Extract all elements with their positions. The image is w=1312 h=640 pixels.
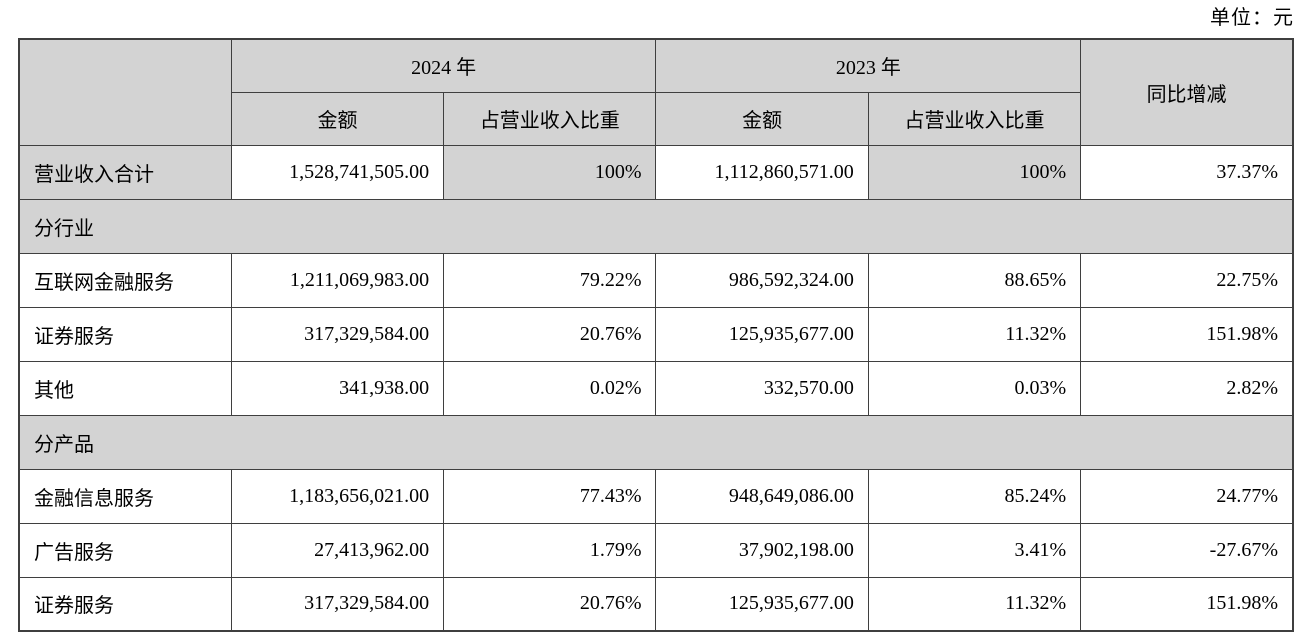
row-label: 营业收入合计 (18, 144, 232, 200)
ratio-2024-cell: 20.76% (443, 576, 657, 632)
ratio-2023-cell: 88.65% (867, 252, 1082, 308)
ratio-2024-cell: 1.79% (443, 522, 657, 578)
yoy-cell: -27.67% (1080, 522, 1294, 578)
table-row-securities-industry: 证券服务 317,329,584.00 20.76% 125,935,677.0… (18, 306, 1294, 362)
amount-2023-cell: 125,935,677.00 (655, 576, 869, 632)
ratio-2024-cell: 77.43% (443, 468, 657, 524)
row-label: 其他 (18, 360, 232, 416)
ratio-2023-cell: 0.03% (867, 360, 1082, 416)
header-ratio-2024: 占营业收入比重 (443, 91, 657, 146)
table-row-other-industry: 其他 341,938.00 0.02% 332,570.00 0.03% 2.8… (18, 360, 1294, 416)
header-row-years: 2024 年 2023 年 同比增减 (18, 38, 1294, 146)
table-section-by-product: 分产品 (18, 414, 1294, 470)
amount-2024-cell: 317,329,584.00 (230, 306, 445, 362)
ratio-2023-cell: 3.41% (867, 522, 1082, 578)
amount-2023-cell: 125,935,677.00 (655, 306, 869, 362)
row-label: 证券服务 (18, 306, 232, 362)
header-row-measures: 金额 占营业收入比重 金额 占营业收入比重 (19, 91, 1293, 146)
table-section-by-industry: 分行业 (18, 198, 1294, 254)
yoy-cell: 22.75% (1080, 252, 1294, 308)
yoy-cell: 151.98% (1080, 306, 1294, 362)
yoy-cell: 37.37% (1080, 144, 1294, 200)
table-row-internet-finance: 互联网金融服务 1,211,069,983.00 79.22% 986,592,… (18, 252, 1294, 308)
ratio-2024-cell: 100% (443, 144, 657, 200)
header-ratio-2023: 占营业收入比重 (867, 91, 1082, 146)
yoy-cell: 2.82% (1080, 360, 1294, 416)
amount-2023-cell: 37,902,198.00 (655, 522, 869, 578)
table-row-financial-info-service: 金融信息服务 1,183,656,021.00 77.43% 948,649,0… (18, 468, 1294, 524)
ratio-2023-cell: 100% (867, 144, 1082, 200)
table-row-securities-product: 证券服务 317,329,584.00 20.76% 125,935,677.0… (18, 576, 1294, 632)
amount-2023-cell: 986,592,324.00 (655, 252, 869, 308)
amount-2023-cell: 948,649,086.00 (655, 468, 869, 524)
amount-2023-cell: 1,112,860,571.00 (655, 144, 869, 200)
amount-2023-cell: 332,570.00 (655, 360, 869, 416)
amount-2024-cell: 1,183,656,021.00 (230, 468, 445, 524)
ratio-2023-cell: 11.32% (867, 576, 1082, 632)
header-year-2023: 2023 年 (655, 38, 1082, 93)
amount-2024-cell: 27,413,962.00 (230, 522, 445, 578)
header-yoy: 同比增减 (1080, 38, 1294, 146)
ratio-2024-cell: 20.76% (443, 306, 657, 362)
amount-2024-cell: 317,329,584.00 (230, 576, 445, 632)
table-row-advertising-service: 广告服务 27,413,962.00 1.79% 37,902,198.00 3… (18, 522, 1294, 578)
amount-2024-cell: 1,211,069,983.00 (230, 252, 445, 308)
amount-2024-cell: 1,528,741,505.00 (230, 144, 445, 200)
yoy-cell: 151.98% (1080, 576, 1294, 632)
header-corner-cell (18, 38, 232, 146)
header-year-2024: 2024 年 (230, 38, 657, 93)
header-amount-2023: 金额 (655, 91, 869, 146)
header-amount-2024: 金额 (230, 91, 445, 146)
ratio-2024-cell: 0.02% (443, 360, 657, 416)
table-row-total-revenue: 营业收入合计 1,528,741,505.00 100% 1,112,860,5… (18, 144, 1294, 200)
revenue-breakdown-table: 2024 年 2023 年 同比增减 金额 占营业收入比重 金额 占营业收入比重… (18, 38, 1294, 632)
row-label: 广告服务 (18, 522, 232, 578)
ratio-2023-cell: 11.32% (867, 306, 1082, 362)
row-label: 证券服务 (18, 576, 232, 632)
row-label: 金融信息服务 (18, 468, 232, 524)
unit-label: 单位：元 (1210, 7, 1294, 29)
section-label: 分行业 (18, 198, 1294, 254)
table-header: 2024 年 2023 年 同比增减 金额 占营业收入比重 金额 占营业收入比重 (18, 38, 1294, 146)
amount-2024-cell: 341,938.00 (230, 360, 445, 416)
section-label: 分产品 (18, 414, 1294, 470)
table-body: 营业收入合计 1,528,741,505.00 100% 1,112,860,5… (18, 144, 1294, 632)
ratio-2023-cell: 85.24% (867, 468, 1082, 524)
yoy-cell: 24.77% (1080, 468, 1294, 524)
ratio-2024-cell: 79.22% (443, 252, 657, 308)
row-label: 互联网金融服务 (18, 252, 232, 308)
